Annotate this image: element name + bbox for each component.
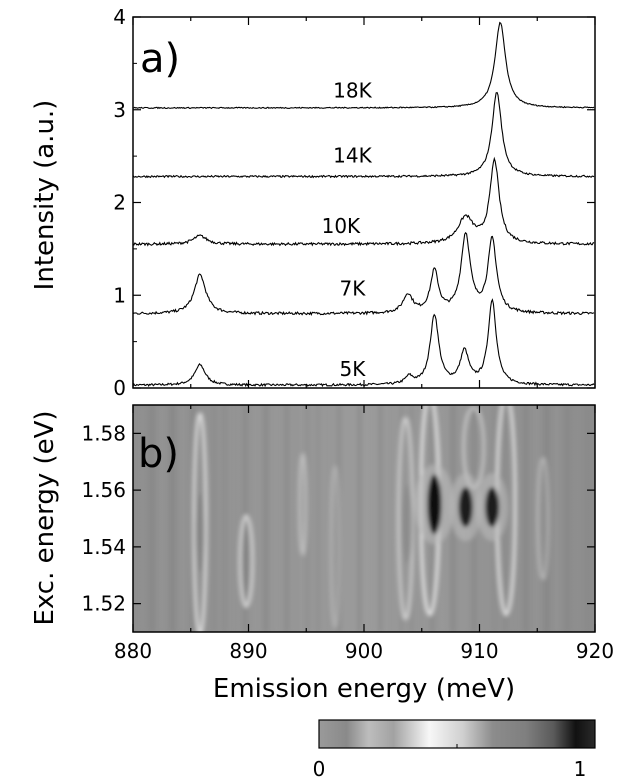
heatmap-streak xyxy=(305,405,311,632)
panel-b-x-tick-label: 900 xyxy=(345,639,383,663)
colorbar-gradient xyxy=(318,719,596,749)
panel-a-y-tick-label: 0 xyxy=(113,376,126,400)
heatmap-streak xyxy=(533,405,539,632)
heatmap-ridge xyxy=(329,465,341,629)
series-label-5K: 5K xyxy=(340,357,367,381)
heatmap-streak xyxy=(315,405,321,632)
heatmap-streak xyxy=(346,405,352,632)
heatmap-streak xyxy=(585,405,591,632)
panel-b-y-tick-label: 1.52 xyxy=(81,592,126,616)
heatmap-streak xyxy=(325,405,331,632)
series-label-10K: 10K xyxy=(322,214,361,238)
panel-a-series-labels: 5K 7K 10K 14K 18K xyxy=(322,79,373,381)
panel-a-frame xyxy=(132,16,596,389)
heatmap-streak xyxy=(221,405,227,632)
heatmap-ridge xyxy=(192,412,208,632)
heatmap-streak xyxy=(398,405,404,632)
panel-b-x-ticks: 880 890 900 910 920 xyxy=(114,405,614,663)
panel-b-y-ticks: 1.52 1.54 1.56 1.58 xyxy=(81,421,595,616)
heatmap-streak xyxy=(523,405,529,632)
heatmap-streak xyxy=(169,405,175,632)
series-label-14K: 14K xyxy=(333,144,372,168)
series-line-14K xyxy=(132,91,595,179)
heatmap-peak xyxy=(427,474,442,535)
heatmap-streak xyxy=(232,405,238,632)
panel-b-background xyxy=(133,405,595,632)
panel-b-y-tick-label: 1.56 xyxy=(81,478,126,502)
panel-a-y-ticks: 0 1 2 3 4 xyxy=(113,5,595,400)
heatmap-streak xyxy=(357,405,363,632)
heatmap-streak xyxy=(263,405,269,632)
heatmap-streak xyxy=(159,405,165,632)
heatmap-peak xyxy=(194,492,205,573)
heatmap-ridge xyxy=(298,452,308,556)
panel-b-x-tick-label: 890 xyxy=(229,639,267,663)
panel-b-x-tick-label: 880 xyxy=(114,639,152,663)
heatmap-streak xyxy=(554,405,560,632)
heatmap-peak xyxy=(458,487,473,528)
panel-b-y-tick-label: 1.58 xyxy=(81,421,126,445)
panel-a-y-tick-label: 3 xyxy=(113,98,126,122)
panel-a: 0 1 2 3 4 5K 7K 10K 14K 18K a) Intensity (a.u.) xyxy=(30,5,596,400)
panel-a-label: a) xyxy=(140,36,180,82)
colorbar-min-label: 0 xyxy=(313,757,326,781)
panel-a-y-tick-label: 1 xyxy=(113,283,126,307)
heatmap-peak xyxy=(485,487,500,528)
panel-b-x-tick-label: 910 xyxy=(460,639,498,663)
heatmap-streak xyxy=(564,405,570,632)
heatmap-streak xyxy=(284,405,290,632)
heatmap-streak xyxy=(294,405,300,632)
panel-b: 1.52 1.54 1.56 1.58 880 890 900 910 920 b) Exc.… xyxy=(30,404,614,704)
panel-a-y-tick-label: 4 xyxy=(113,5,126,29)
heatmap-streak xyxy=(377,405,383,632)
heatmap-streak xyxy=(388,405,394,632)
panel-b-x-tick-label: 920 xyxy=(576,639,614,663)
panel-b-y-axis-label: Exc. energy (eV) xyxy=(30,410,60,625)
panel-b-label: b) xyxy=(138,431,179,477)
panel-b-y-tick-label: 1.54 xyxy=(81,535,126,559)
panel-a-x-ticks xyxy=(132,17,596,388)
panel-a-y-axis-label: Intensity (a.u.) xyxy=(30,100,60,291)
heatmap-streak xyxy=(149,405,155,632)
series-label-18K: 18K xyxy=(333,79,372,103)
heatmap-streak xyxy=(575,405,581,632)
series-label-7K: 7K xyxy=(340,276,367,300)
heatmap-peak xyxy=(402,484,413,565)
heatmap-streak xyxy=(253,405,259,632)
colorbar-max-label: 1 xyxy=(574,757,587,781)
heatmap-streak xyxy=(138,405,144,632)
series-line-7K xyxy=(132,231,595,316)
heatmap-peak xyxy=(241,521,252,602)
heatmap-streak xyxy=(273,405,279,632)
heatmap-streak xyxy=(367,405,373,632)
heatmap-streak xyxy=(180,405,186,632)
series-line-18K xyxy=(132,21,595,110)
colorbar: 0 1 xyxy=(313,719,596,781)
series-line-10K xyxy=(132,156,595,247)
heatmap-streak xyxy=(211,405,217,632)
heatmap-ridge xyxy=(238,514,254,608)
panel-b-heatmap xyxy=(138,405,591,632)
panel-b-x-axis-label: Emission energy (meV) xyxy=(213,674,515,704)
panel-a-y-tick-label: 2 xyxy=(113,191,126,215)
heatmap-ridge xyxy=(536,457,550,580)
